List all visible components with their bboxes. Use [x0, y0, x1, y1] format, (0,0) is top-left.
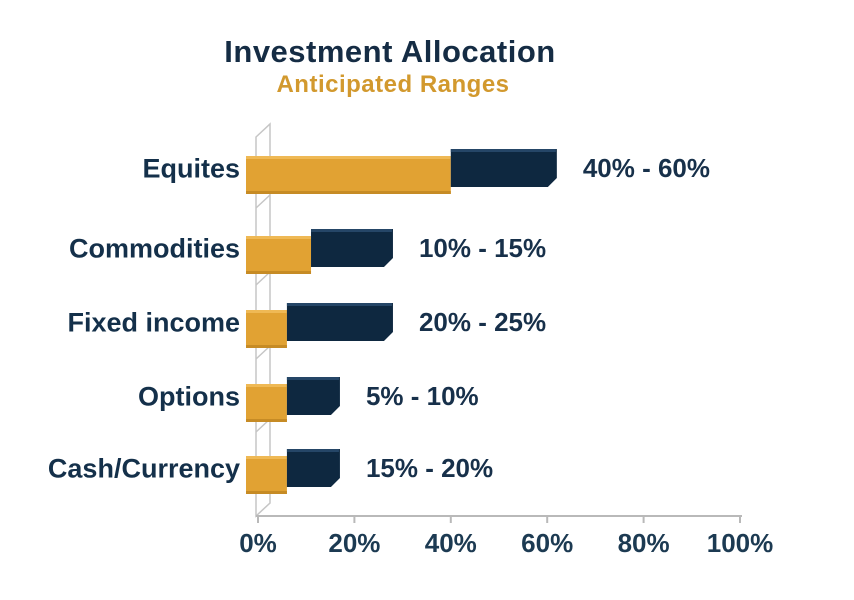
bar-segment-range-navy	[450, 149, 557, 187]
category-label: Commodities	[69, 234, 240, 264]
bar-segment-range-navy	[286, 377, 340, 415]
bar-segment-min-gold	[246, 156, 451, 194]
axis-wall-depth-line	[255, 271, 271, 286]
range-label: 5% - 10%	[366, 381, 479, 411]
chart-subtitle: Anticipated Ranges	[276, 71, 510, 98]
x-tick-label: 40%	[425, 528, 477, 558]
category-label: Cash/Currency	[48, 454, 240, 484]
range-label: 15% - 20%	[366, 453, 493, 483]
chart-title: Investment Allocation	[224, 34, 556, 69]
x-tick-label: 80%	[618, 528, 670, 558]
range-label: 10% - 15%	[419, 233, 546, 263]
bar-segment-min-gold	[246, 456, 287, 494]
bar-segment-min-gold	[246, 384, 287, 422]
category-label: Equites	[142, 154, 240, 184]
x-tick-label: 0%	[239, 528, 277, 558]
x-tick-label: 20%	[328, 528, 380, 558]
x-tick-label: 100%	[707, 528, 774, 558]
category-label: Fixed income	[67, 308, 240, 338]
axis-wall-depth-line	[255, 345, 271, 360]
bar-segment-min-gold	[246, 310, 287, 348]
category-label: Options	[138, 382, 240, 412]
bar-segment-range-navy	[286, 449, 340, 487]
bar-segment-range-navy	[311, 229, 393, 267]
range-label: 20% - 25%	[419, 307, 546, 337]
axis-wall-depth-line	[255, 194, 271, 209]
bar-segment-min-gold	[246, 236, 312, 274]
x-tick-label: 60%	[521, 528, 573, 558]
bar-segment-range-navy	[286, 303, 393, 341]
range-label: 40% - 60%	[583, 153, 710, 183]
